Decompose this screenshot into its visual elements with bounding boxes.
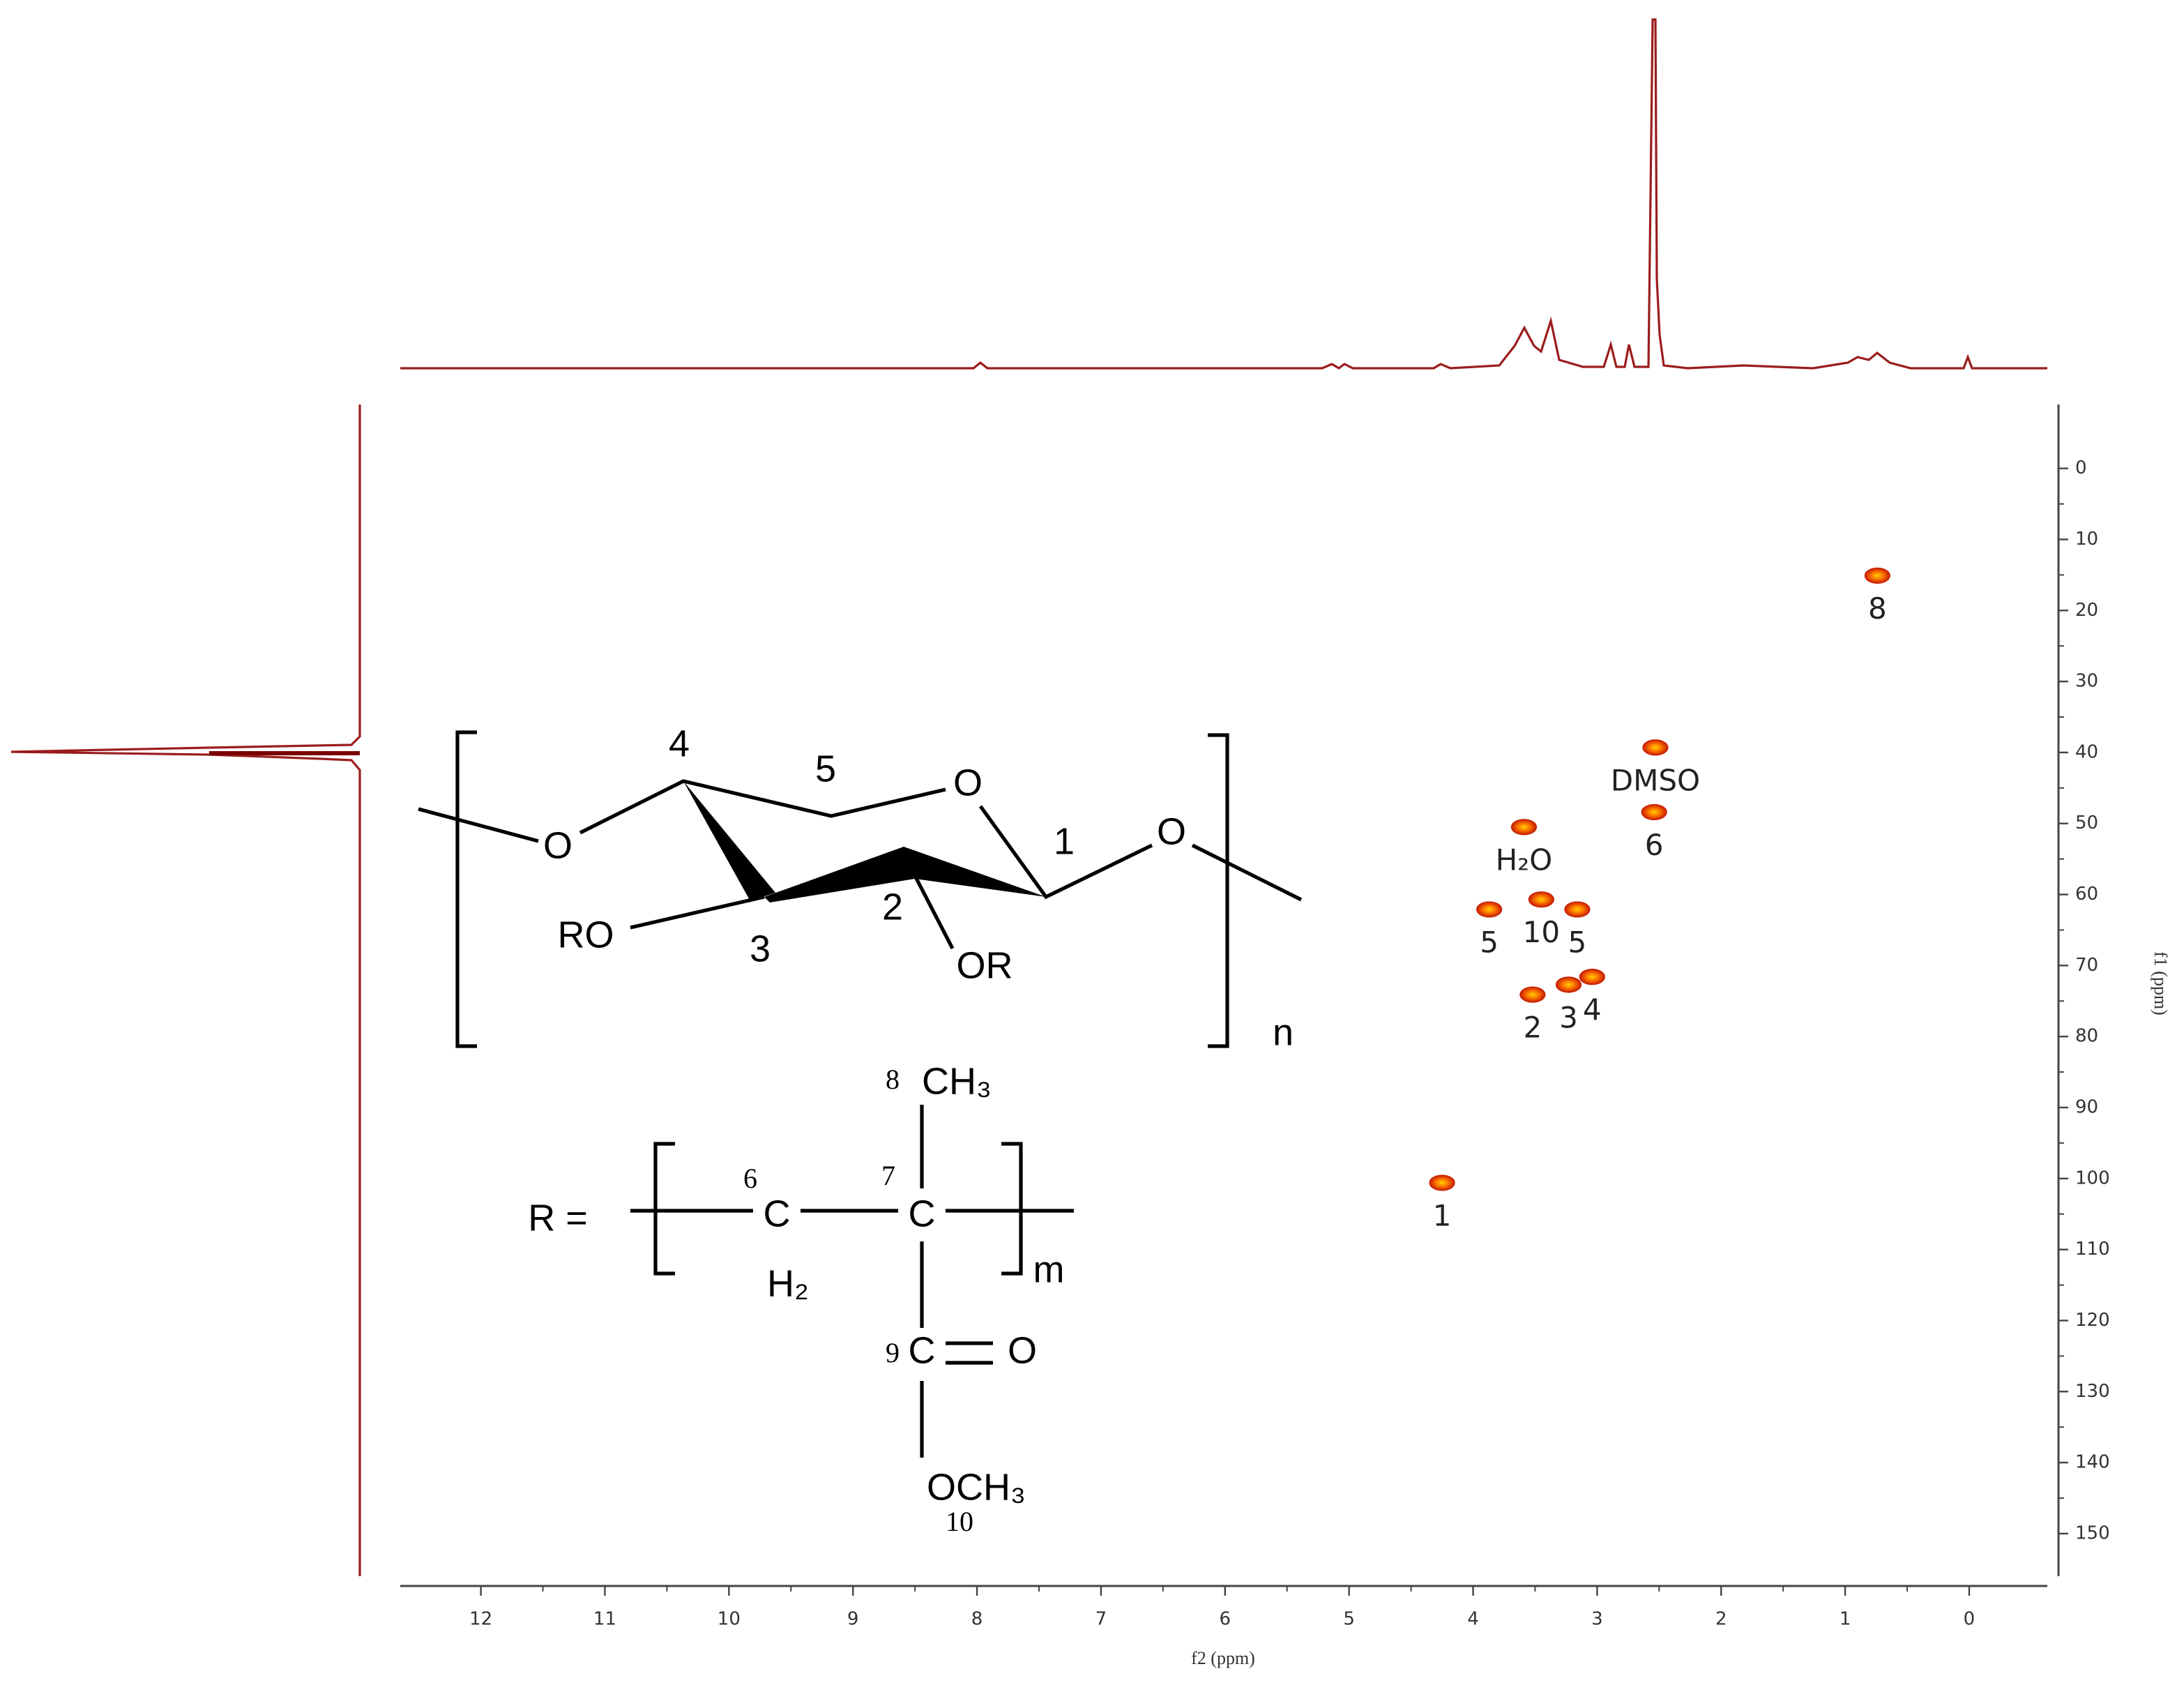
x-tick-label: 3 xyxy=(1591,1609,1603,1630)
y-tick-label: 150 xyxy=(2075,1522,2110,1543)
atom: CH₃ xyxy=(922,1060,992,1102)
atom-number: 10 xyxy=(946,1506,973,1537)
x-tick-label: 10 xyxy=(718,1609,741,1630)
y-tick-label: 50 xyxy=(2075,813,2098,833)
x-tick-label: 9 xyxy=(847,1609,859,1630)
atom: OCH₃ xyxy=(927,1466,1026,1508)
cross-peak xyxy=(1510,819,1538,836)
x-tick-label: 1 xyxy=(1840,1609,1851,1630)
peak-label: 2 xyxy=(1524,1011,1542,1045)
peak-label: 3 xyxy=(1559,1000,1578,1034)
x-tick-label: 4 xyxy=(1467,1609,1479,1630)
atom-number: 6 xyxy=(743,1163,757,1194)
y-tick-label: 120 xyxy=(2075,1310,2110,1331)
y-tick-label: 100 xyxy=(2075,1168,2110,1188)
atom-number: 7 xyxy=(881,1160,895,1191)
x-tick-label: 7 xyxy=(1095,1609,1107,1630)
peak-label: 1 xyxy=(1433,1198,1452,1232)
atom-number: 4 xyxy=(669,723,690,764)
atom: C xyxy=(909,1329,936,1371)
x-tick-label: 6 xyxy=(1220,1609,1231,1630)
cross-peak xyxy=(1476,901,1503,918)
y-tick-label: 70 xyxy=(2075,955,2098,976)
cross-peak xyxy=(1642,739,1669,756)
subscript: n xyxy=(1273,1011,1294,1053)
atom-number: 5 xyxy=(815,748,836,789)
y-tick-label: 140 xyxy=(2075,1452,2110,1473)
cross-peak xyxy=(1429,1174,1455,1191)
y-tick-label: 30 xyxy=(2075,671,2098,692)
y-tick-label: 20 xyxy=(2075,600,2098,621)
atom: H₂ xyxy=(767,1262,809,1304)
peak-label: DMSO xyxy=(1611,763,1700,797)
cross-peak xyxy=(1564,901,1591,918)
left-projection xyxy=(10,405,361,1576)
y-tick-label: 110 xyxy=(2075,1239,2110,1260)
atom: C xyxy=(764,1193,791,1234)
x-axis-label: f2 (ppm) xyxy=(1191,1648,1255,1668)
atom-number: 9 xyxy=(886,1337,900,1368)
y-tick-label: 60 xyxy=(2075,884,2098,905)
y-tick-label: 40 xyxy=(2075,741,2098,762)
structure: 4 5 1 2 3 O O O RO OR n R = C H₂ C m CH₃… xyxy=(418,723,1303,1537)
cross-peak xyxy=(1864,567,1890,584)
x-tick-label: 12 xyxy=(469,1609,492,1630)
x-tick-label: 11 xyxy=(593,1609,616,1630)
cross-peak xyxy=(1579,969,1605,985)
top-projection xyxy=(400,18,2047,370)
atom-number: 1 xyxy=(1054,820,1075,862)
x-tick-label: 2 xyxy=(1715,1609,1727,1630)
peak-label: H₂O xyxy=(1496,843,1552,877)
atom: OR xyxy=(957,944,1013,986)
atom: O xyxy=(1008,1329,1037,1371)
y-tick-label: 130 xyxy=(2075,1381,2110,1402)
y-tick-label: 0 xyxy=(2075,458,2087,478)
peak-label: 6 xyxy=(1645,828,1664,862)
peak-label: 10 xyxy=(1523,915,1560,949)
x-tick-label: 0 xyxy=(1964,1609,1976,1630)
y-tick-label: 80 xyxy=(2075,1026,2098,1047)
peak-label: 5 xyxy=(1568,925,1587,959)
cross-peak xyxy=(1555,976,1582,993)
x-tick-label: 5 xyxy=(1343,1609,1355,1630)
peak-label: 8 xyxy=(1868,591,1887,626)
y-tick-label: 90 xyxy=(2075,1097,2098,1118)
x-tick-label: 8 xyxy=(971,1609,983,1630)
subscript: m xyxy=(1033,1248,1065,1290)
cross-peak xyxy=(1519,986,1546,1003)
atom-number: 8 xyxy=(886,1064,900,1095)
atom-number: 2 xyxy=(882,886,903,928)
atom: O xyxy=(543,824,572,866)
cross-peak xyxy=(1641,803,1667,821)
atom: RO xyxy=(558,914,614,955)
atom: O xyxy=(1157,810,1186,852)
peak-label: 4 xyxy=(1583,992,1602,1027)
atom: C xyxy=(909,1193,936,1234)
cross-peak xyxy=(1528,891,1554,908)
atom: O xyxy=(953,762,983,803)
atom: R = xyxy=(528,1197,588,1239)
peak-label: 5 xyxy=(1480,925,1499,959)
y-tick-label: 10 xyxy=(2075,529,2098,550)
y-axis-label: f1 (ppm) xyxy=(2151,951,2171,1015)
atom-number: 3 xyxy=(750,928,771,969)
